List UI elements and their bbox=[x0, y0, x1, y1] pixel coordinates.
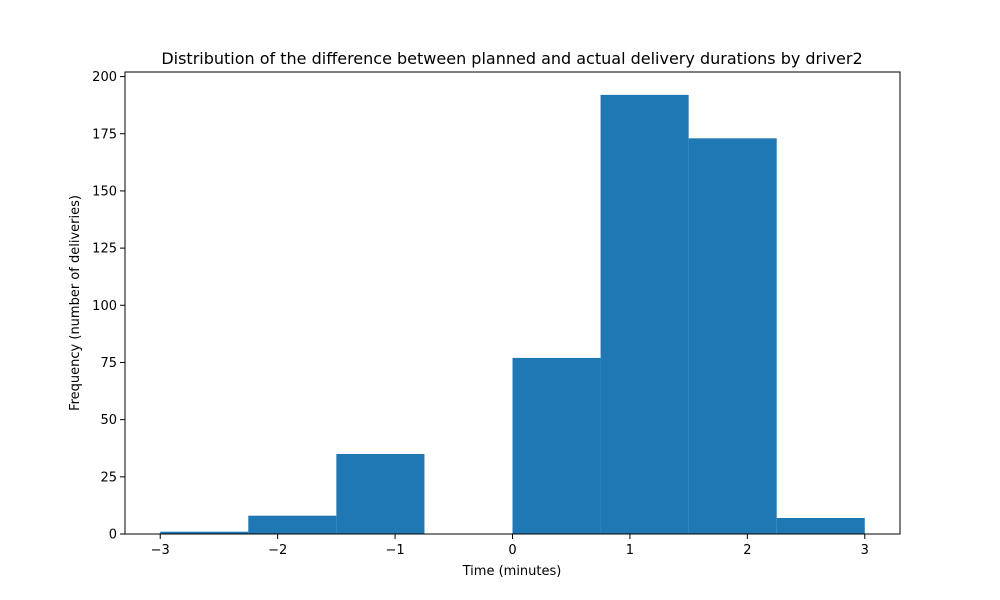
x-tick-label-4: 0 bbox=[508, 543, 516, 558]
y-tick-label-8: 175 bbox=[92, 127, 117, 142]
x-axis-label: Time (minutes) bbox=[462, 564, 562, 579]
histogram-bar-6 bbox=[600, 94, 689, 535]
bars-group bbox=[160, 94, 865, 535]
y-tick-label-4: 75 bbox=[100, 356, 117, 371]
histogram-bar-1 bbox=[160, 531, 249, 534]
chart-title: Distribution of the difference between p… bbox=[161, 49, 862, 68]
y-axis-label: Frequency (number of deliveries) bbox=[68, 195, 83, 411]
x-tick-label-3: −1 bbox=[385, 543, 404, 558]
y-tick-label-5: 100 bbox=[92, 299, 117, 314]
y-tick-label-9: 200 bbox=[92, 70, 117, 85]
histogram-bar-3 bbox=[336, 453, 425, 534]
y-tick-label-1: 0 bbox=[109, 528, 117, 543]
y-tick-label-6: 125 bbox=[92, 242, 117, 257]
x-axis-ticks: −3 −2 −1 0 1 2 3 bbox=[151, 534, 869, 558]
y-tick-label-7: 150 bbox=[92, 184, 117, 199]
x-tick-label-2: −2 bbox=[268, 543, 287, 558]
x-tick-label-5: 1 bbox=[626, 543, 634, 558]
histogram-bar-2 bbox=[248, 515, 337, 534]
x-tick-label-6: 2 bbox=[743, 543, 751, 558]
histogram-bar-7 bbox=[688, 138, 777, 535]
x-tick-label-7: 3 bbox=[861, 543, 869, 558]
y-tick-label-2: 25 bbox=[100, 470, 117, 485]
x-tick-label-1: −3 bbox=[151, 543, 170, 558]
y-tick-label-3: 50 bbox=[100, 413, 117, 428]
histogram-bar-8 bbox=[776, 517, 865, 534]
y-axis-ticks: 0 25 50 75 100 125 150 175 200 bbox=[92, 70, 125, 543]
histogram-bar-5 bbox=[512, 357, 601, 534]
